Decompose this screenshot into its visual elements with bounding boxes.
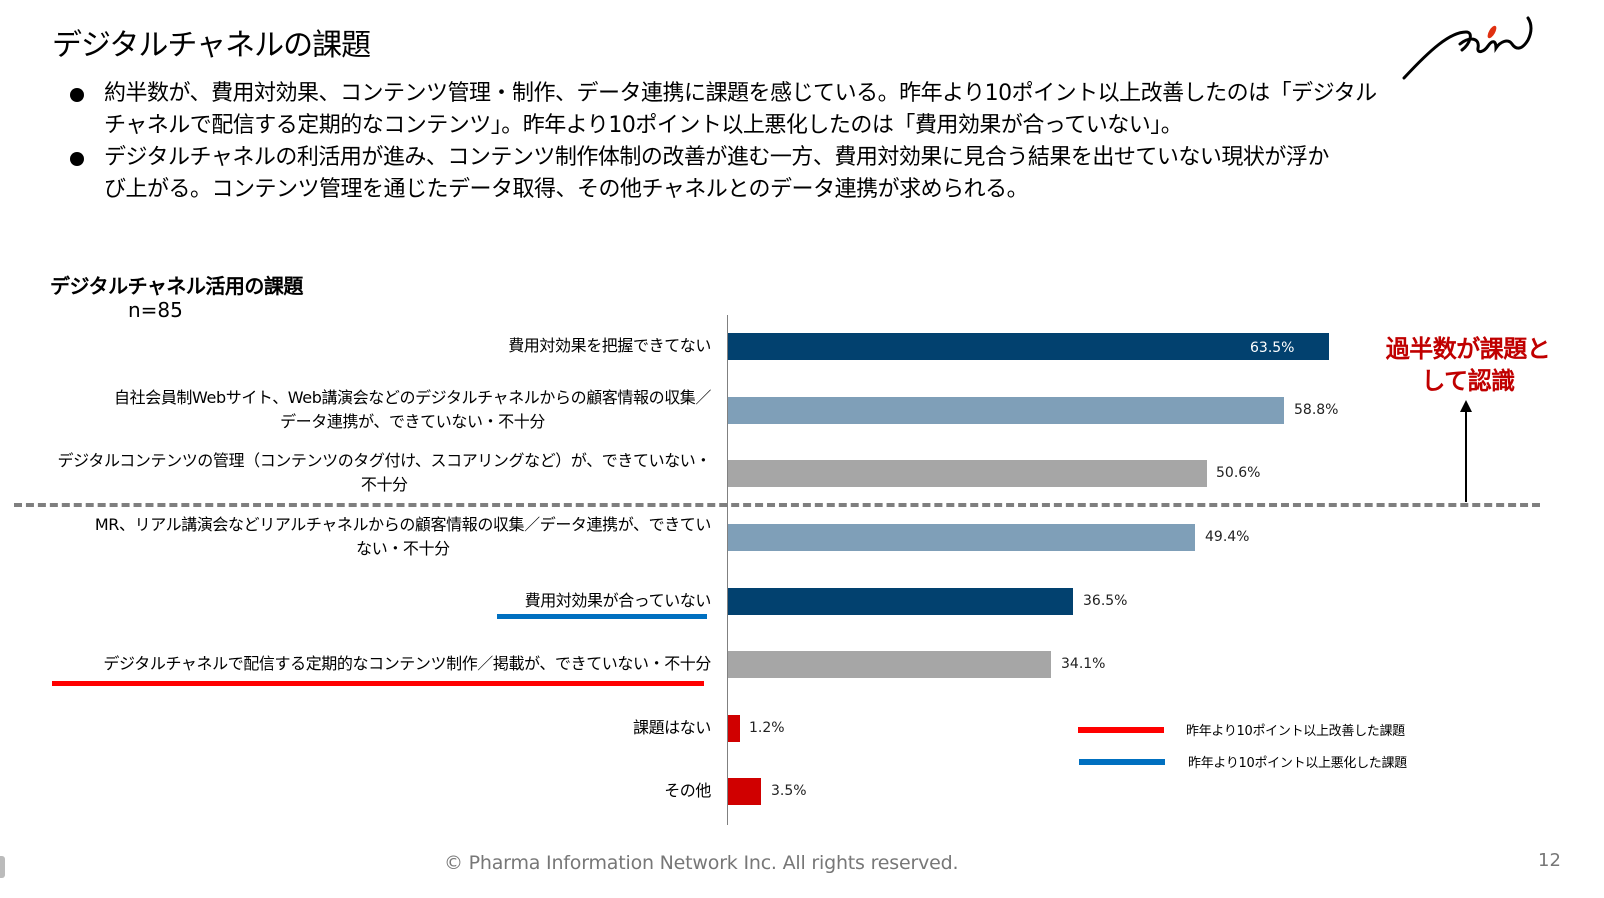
summary-bullets: 約半数が、費用対効果、コンテンツ管理・制作、データ連携に課題を感じている。昨年よ… xyxy=(64,78,1444,206)
bar-value: 36.5% xyxy=(1083,593,1128,609)
sample-size: n=85 xyxy=(128,298,183,322)
worsened-underline xyxy=(497,614,707,619)
bullet-item: 約半数が、費用対効果、コンテンツ管理・制作、データ連携に課題を感じている。昨年よ… xyxy=(64,78,1444,142)
label-line: 費用対効果が合っていない xyxy=(524,591,712,610)
bar xyxy=(728,397,1284,424)
label-line: デジタルチャネルで配信する定期的なコンテンツ制作／掲載が、できていない・不十分 xyxy=(103,654,711,673)
bullet-dot-icon xyxy=(70,88,84,102)
bullet-item: デジタルチャネルの利活用が進み、コンテンツ制作体制の改善が進む一方、費用対効果に… xyxy=(64,142,1444,206)
bar-value: 34.1% xyxy=(1061,656,1106,672)
label-line: データ連携が、できていない・不十分 xyxy=(280,412,545,431)
bullet-line: チャネルで配信する定期的なコンテンツ」。昨年より10ポイント以上悪化したのは「費… xyxy=(104,113,1183,138)
category-label: その他 xyxy=(664,779,711,803)
legend-improved-label: 昨年より10ポイント以上改善した課題 xyxy=(1186,724,1405,739)
bar xyxy=(728,778,761,805)
bar-value: 50.6% xyxy=(1216,465,1261,481)
arrow-shaft xyxy=(1465,410,1467,502)
copyright-footer: © Pharma Information Network Inc. All ri… xyxy=(444,852,959,874)
legend-improved-swatch xyxy=(1078,727,1164,733)
majority-threshold-line xyxy=(14,503,1540,507)
bar xyxy=(728,588,1073,615)
improved-underline xyxy=(52,681,704,686)
bar-value: 1.2% xyxy=(749,720,785,736)
label-line: デジタルコンテンツの管理（コンテンツのタグ付け、スコアリングなど）が、できていな… xyxy=(57,451,712,470)
bar xyxy=(728,524,1195,551)
chart-axis xyxy=(727,315,728,825)
category-label: MR、リアル講演会などリアルチャネルからの顧客情報の収集／データ連携が、できてい… xyxy=(94,513,712,561)
page-number: 12 xyxy=(1538,850,1561,871)
category-label: 費用対効果を把握できてない xyxy=(508,334,711,358)
label-line: その他 xyxy=(664,781,711,800)
category-label: 費用対効果が合っていない xyxy=(524,589,712,613)
category-label: 自社会員制Webサイト、Web講演会などのデジタルチャネルからの顧客情報の収集／… xyxy=(114,386,711,434)
label-line: 費用対効果を把握できてない xyxy=(508,336,711,355)
bar-value: 49.4% xyxy=(1205,529,1250,545)
bullet-line: デジタルチャネルの利活用が進み、コンテンツ制作体制の改善が進む一方、費用対効果に… xyxy=(104,145,1329,170)
legend-worsened-swatch xyxy=(1079,759,1165,765)
left-edge-tab xyxy=(0,856,5,878)
page-title: デジタルチャネルの課題 xyxy=(52,28,371,63)
bar xyxy=(728,333,1329,360)
category-label: 課題はない xyxy=(633,716,711,740)
label-line: MR、リアル講演会などリアルチャネルからの顧客情報の収集／データ連携が、できてい xyxy=(94,515,712,534)
label-line: ない・不十分 xyxy=(356,539,450,558)
bar xyxy=(728,715,740,742)
callout-line: して認識 xyxy=(1421,367,1515,395)
legend-worsened-label: 昨年より10ポイント以上悪化した課題 xyxy=(1188,756,1407,771)
label-line: 自社会員制Webサイト、Web講演会などのデジタルチャネルからの顧客情報の収集／ xyxy=(114,388,711,407)
arrow-up-icon xyxy=(1460,400,1472,412)
bullet-line: 約半数が、費用対効果、コンテンツ管理・制作、データ連携に課題を感じている。昨年よ… xyxy=(104,81,1377,106)
majority-callout: 過半数が課題と して認識 xyxy=(1378,333,1558,397)
bullet-dot-icon xyxy=(70,152,84,166)
callout-line: 過半数が課題と xyxy=(1385,335,1551,363)
category-label: デジタルコンテンツの管理（コンテンツのタグ付け、スコアリングなど）が、できていな… xyxy=(57,449,712,497)
bar-value: 58.8% xyxy=(1294,402,1339,418)
bar xyxy=(728,651,1051,678)
chart-title: デジタルチャネル活用の課題 xyxy=(50,274,303,298)
label-line: 不十分 xyxy=(360,475,408,494)
bar-value: 63.5% xyxy=(1250,340,1295,356)
bar-value: 3.5% xyxy=(771,783,807,799)
category-label: デジタルチャネルで配信する定期的なコンテンツ制作／掲載が、できていない・不十分 xyxy=(103,652,711,676)
bar xyxy=(728,460,1207,487)
label-line: 課題はない xyxy=(632,718,711,737)
pin-signature-logo-icon xyxy=(1402,16,1533,80)
bullet-line: び上がる。コンテンツ管理を通じたデータ取得、その他チャネルとのデータ連携が求めら… xyxy=(104,177,1029,202)
